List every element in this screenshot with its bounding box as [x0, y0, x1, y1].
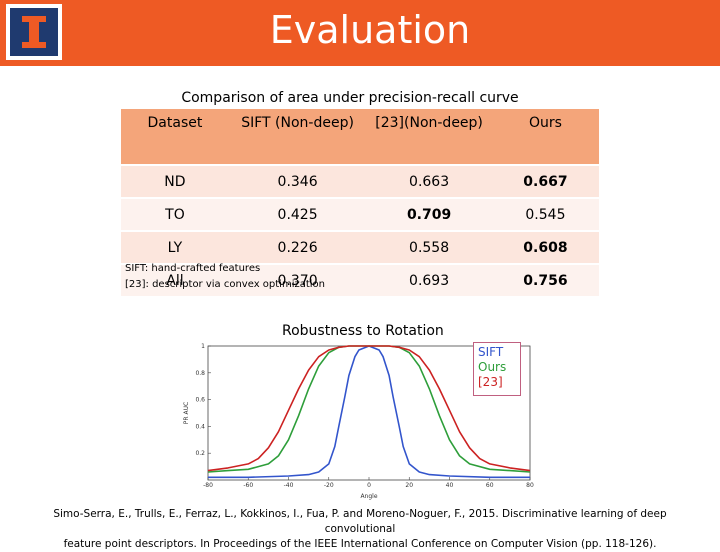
note-sift: SIFT: hand-crafted features [125, 263, 261, 274]
table-row: LY 0.226 0.558 0.608 [121, 230, 599, 264]
results-table: Dataset SIFT (Non-deep) [23](Non-deep) O… [121, 109, 599, 296]
x-tick-label: -80 [203, 482, 213, 489]
header-bar: Evaluation [0, 0, 720, 66]
cell-sift: 0.370 [228, 263, 367, 296]
x-axis-label: Angle [360, 493, 377, 500]
cell-ref23: 0.663 [366, 164, 492, 198]
y-tick-label: 0.8 [195, 370, 205, 377]
y-axis-label: PR AUC [183, 402, 190, 424]
cell-ref23: 0.558 [366, 230, 492, 264]
table-header-row: Dataset SIFT (Non-deep) [23](Non-deep) O… [121, 109, 599, 166]
header-ref23: [23](Non-deep) [366, 109, 492, 166]
header-ours: Ours [491, 109, 599, 166]
legend-entry-sift: SIFT [478, 345, 504, 359]
table-row: All 0.370 0.693 0.756 [121, 263, 599, 296]
table-row: TO 0.425 0.709 0.545 [121, 197, 599, 231]
legend-entry-ref23: [23] [478, 375, 503, 389]
cell-ref23: 0.709 [366, 197, 492, 231]
cell-dataset: TO [121, 197, 229, 231]
header-sift: SIFT (Non-deep) [228, 109, 367, 166]
header-dataset: Dataset [121, 109, 229, 166]
note-ref23: [23]: descriptor via convex optimization [125, 279, 326, 290]
y-tick-label: 0.2 [195, 450, 205, 457]
table-caption: Comparison of area under precision-recal… [181, 90, 519, 106]
cell-ref23: 0.693 [366, 263, 492, 296]
cell-ours: 0.545 [491, 197, 599, 231]
x-tick-label: -60 [243, 482, 253, 489]
cell-sift: 0.226 [228, 230, 367, 264]
plot-legend: SIFT Ours [23] [473, 342, 521, 396]
y-tick-label: 0.6 [195, 397, 205, 404]
plot-title: Robustness to Rotation [282, 323, 444, 339]
x-tick-label: -20 [324, 482, 334, 489]
cell-sift: 0.346 [228, 164, 367, 198]
x-tick-label: 20 [405, 482, 413, 489]
citation-line-2: feature point descriptors. In Proceeding… [63, 538, 657, 550]
cell-dataset: ND [121, 164, 229, 198]
university-logo [6, 4, 62, 60]
x-tick-label: -40 [284, 482, 294, 489]
x-tick-label: 40 [446, 482, 454, 489]
legend-entry-ours: Ours [478, 360, 507, 374]
cell-ours: 0.608 [491, 230, 599, 264]
y-tick-label: 1 [201, 343, 205, 350]
citation-line-1: Simo-Serra, E., Trulls, E., Ferraz, L., … [53, 508, 667, 535]
series-line-23 [207, 345, 531, 472]
x-tick-label: 80 [526, 482, 534, 489]
y-tick-label: 0.4 [195, 423, 205, 430]
cell-dataset: All [121, 263, 229, 296]
x-tick-label: 0 [367, 482, 371, 489]
cell-ours: 0.756 [491, 263, 599, 296]
x-tick-label: 60 [486, 482, 494, 489]
cell-dataset: LY [121, 230, 229, 264]
cell-ours: 0.667 [491, 164, 599, 198]
slide-title: Evaluation [269, 8, 471, 52]
table-row: ND 0.346 0.663 0.667 [121, 164, 599, 198]
citation: Simo-Serra, E., Trulls, E., Ferraz, L., … [20, 507, 700, 552]
cell-sift: 0.425 [228, 197, 367, 231]
